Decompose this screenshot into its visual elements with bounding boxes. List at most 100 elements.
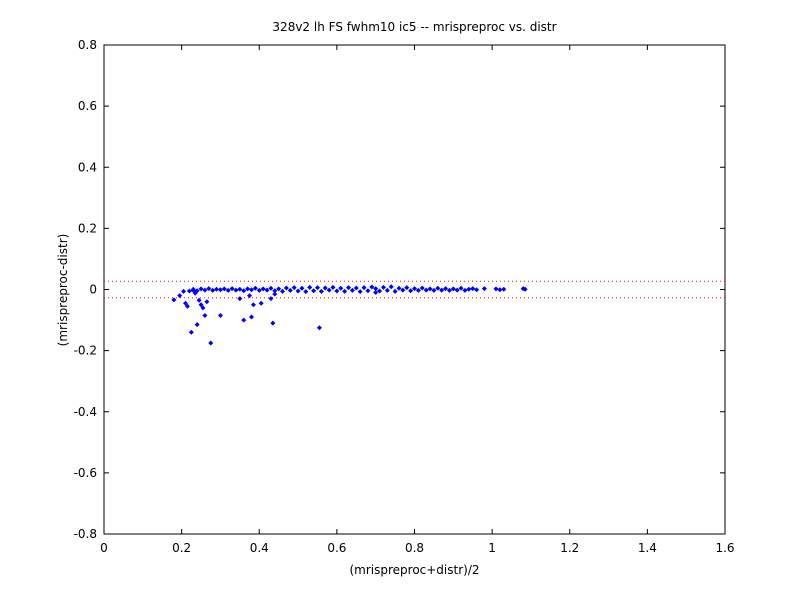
y-tick-label: -0.2: [74, 344, 97, 358]
data-point: [392, 288, 398, 294]
data-point: [314, 285, 320, 291]
data-point: [188, 329, 194, 335]
data-point: [412, 286, 417, 292]
data-point: [388, 284, 394, 290]
data-point: [229, 286, 235, 292]
data-point: [272, 291, 278, 297]
data-point: [206, 286, 212, 292]
data-point: [427, 286, 433, 292]
y-tick-label: -0.6: [74, 466, 97, 480]
data-point: [338, 285, 344, 291]
data-point: [501, 286, 507, 292]
data-point: [276, 286, 282, 292]
data-point: [190, 286, 196, 292]
data-point: [361, 285, 367, 291]
data-point: [264, 287, 270, 293]
data-point: [245, 286, 251, 292]
data-point: [458, 285, 464, 291]
x-axis-label: (mrispreproc+distr)/2: [349, 563, 480, 577]
data-point: [439, 287, 445, 293]
data-point: [272, 288, 278, 294]
data-point: [181, 288, 187, 294]
y-tick-label: 0.4: [78, 160, 97, 174]
data-point: [177, 293, 183, 299]
data-point: [287, 287, 293, 293]
data-point: [233, 287, 239, 293]
data-point: [322, 285, 328, 291]
data-point: [196, 297, 202, 303]
x-tick-label: 1: [488, 541, 496, 555]
data-point: [241, 288, 247, 294]
data-point: [241, 317, 247, 323]
data-point: [210, 287, 216, 293]
y-tick-label: 0: [89, 283, 97, 297]
x-tick-label: 1.2: [560, 541, 579, 555]
data-point: [303, 289, 309, 295]
data-point: [214, 286, 220, 292]
x-tick-label: 0.6: [327, 541, 346, 555]
data-point: [217, 287, 223, 293]
data-point: [237, 296, 243, 302]
data-point: [225, 287, 231, 293]
data-point: [493, 286, 499, 292]
data-point: [256, 287, 262, 293]
data-point: [237, 286, 243, 292]
y-tick-label: 0.2: [78, 221, 97, 235]
x-tick-label: 0: [100, 541, 108, 555]
data-point: [454, 287, 460, 293]
y-axis-label: (mrispreproc-distr): [56, 233, 70, 347]
data-point: [446, 287, 452, 293]
data-point: [280, 288, 286, 294]
data-point: [247, 293, 253, 299]
data-point: [342, 288, 348, 294]
x-tick-label: 1.4: [638, 541, 657, 555]
data-point: [248, 314, 254, 320]
data-point: [260, 286, 266, 292]
data-point: [408, 288, 414, 294]
data-point: [522, 286, 528, 292]
data-point: [443, 286, 449, 292]
data-point: [258, 300, 264, 306]
data-point: [299, 285, 305, 291]
data-point: [202, 287, 208, 293]
data-point: [400, 287, 406, 293]
data-point: [404, 285, 410, 291]
data-point: [497, 287, 503, 293]
data-point: [377, 288, 383, 294]
data-point: [431, 287, 437, 293]
data-point: [470, 286, 476, 292]
data-point: [217, 312, 223, 318]
data-point: [270, 320, 276, 326]
data-point: [171, 297, 177, 303]
data-point: [291, 285, 297, 291]
data-point: [373, 290, 379, 296]
data-point: [481, 286, 487, 292]
data-point: [380, 284, 386, 290]
data-point: [373, 286, 379, 292]
data-point: [365, 288, 371, 294]
data-point: [202, 312, 208, 318]
data-point: [415, 287, 421, 293]
data-point: [316, 325, 322, 331]
y-tick-label: 0.6: [78, 99, 97, 113]
data-point: [346, 285, 352, 291]
data-point: [349, 287, 355, 293]
x-tick-label: 0.4: [250, 541, 269, 555]
data-point: [248, 287, 254, 293]
data-point: [252, 285, 258, 291]
data-point: [435, 285, 441, 291]
data-point: [295, 288, 301, 294]
y-tick-label: -0.8: [74, 527, 97, 541]
data-point: [221, 286, 227, 292]
data-point: [208, 340, 214, 346]
data-point: [311, 288, 317, 294]
x-tick-label: 0.2: [172, 541, 191, 555]
data-point: [186, 288, 192, 294]
x-tick-label: 1.6: [715, 541, 734, 555]
data-point: [268, 296, 274, 302]
data-point: [307, 284, 313, 290]
data-point: [423, 287, 429, 293]
data-point: [268, 285, 274, 291]
data-point: [462, 287, 468, 293]
